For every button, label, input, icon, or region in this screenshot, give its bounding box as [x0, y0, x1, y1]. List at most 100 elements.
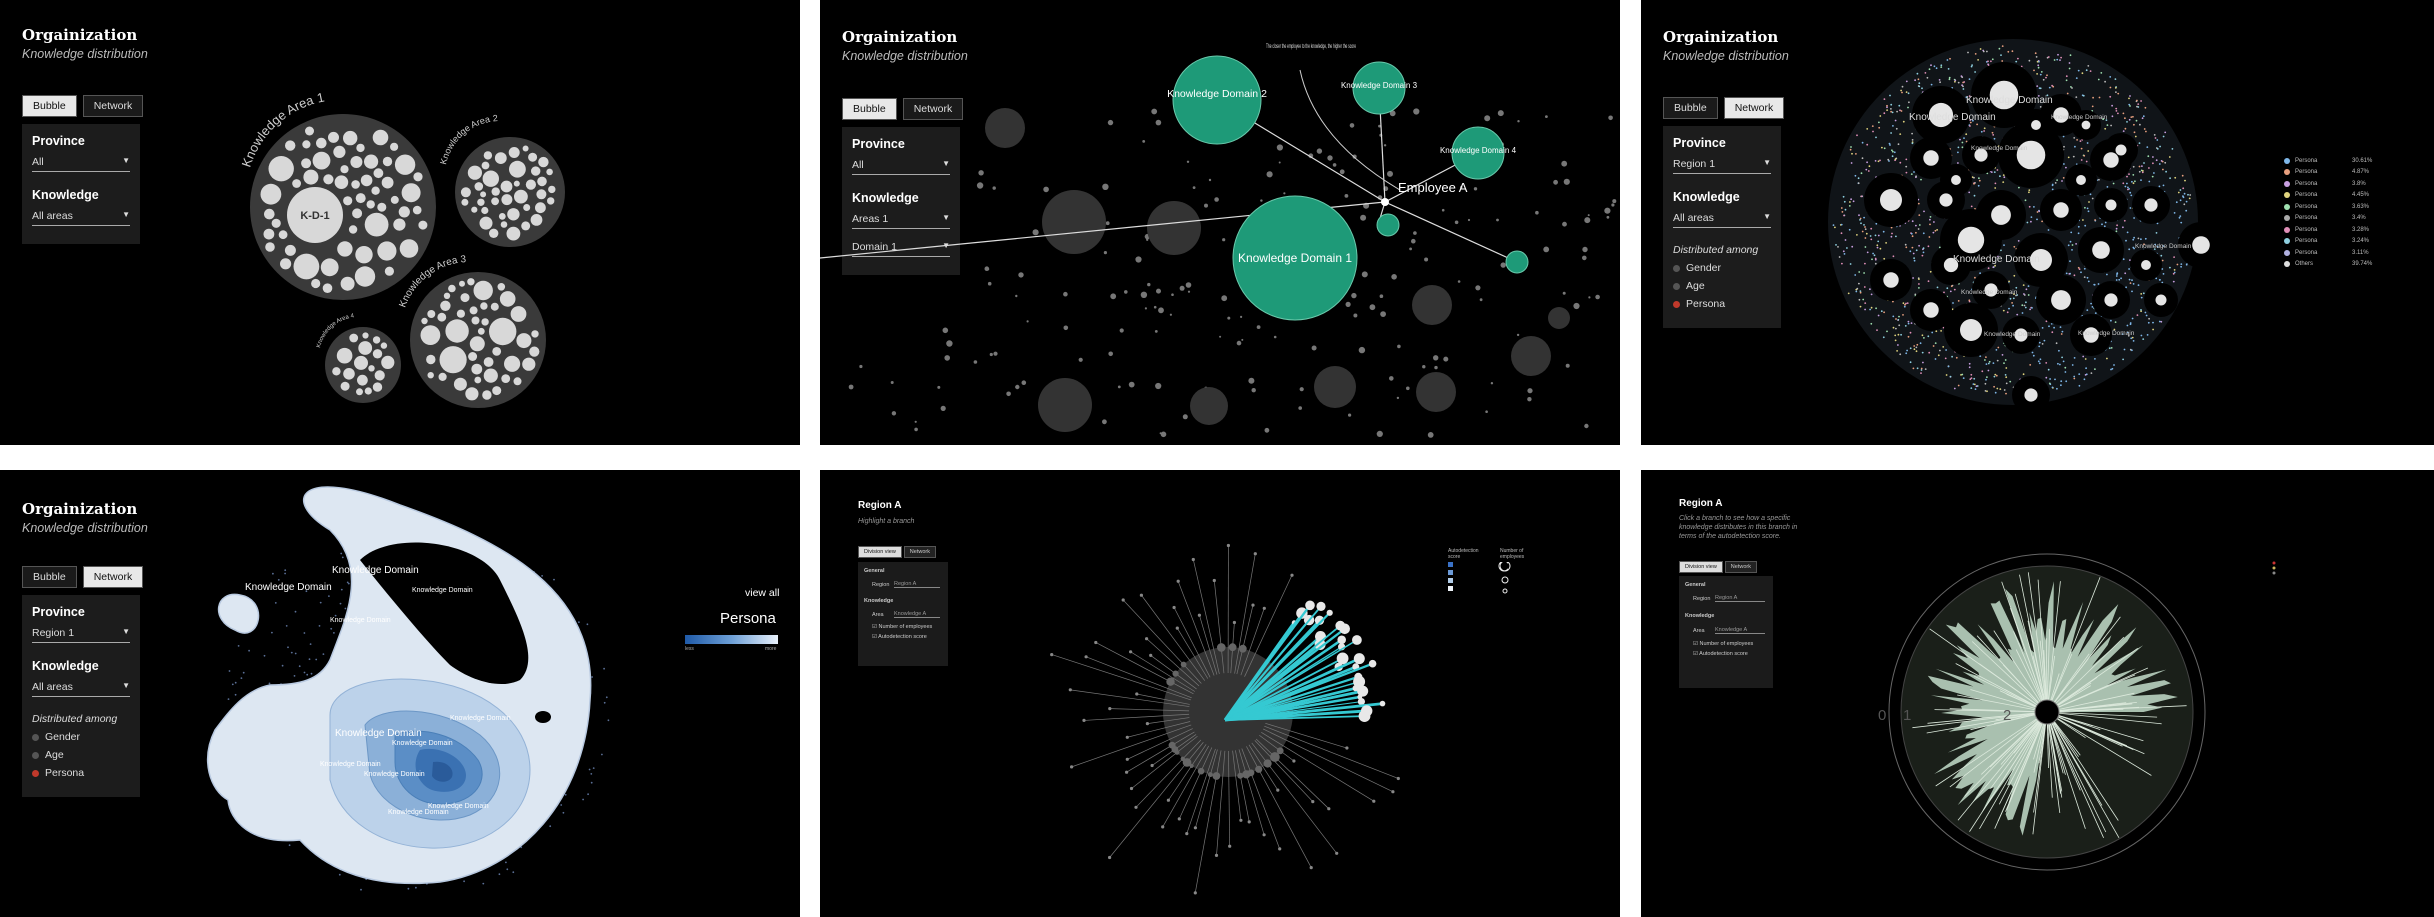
- employees-checkbox[interactable]: ☑ Number of employees: [1693, 641, 1754, 647]
- branch-ray[interactable]: [2046, 616, 2121, 713]
- branch-ray[interactable]: [1964, 711, 2048, 797]
- branch-ray[interactable]: [1262, 728, 1394, 793]
- highlighted-branch[interactable]: [1224, 639, 1358, 721]
- highlighted-branch[interactable]: [1224, 662, 1373, 722]
- branch-ray[interactable]: [1974, 675, 2048, 713]
- branch-ray[interactable]: [1135, 739, 1202, 808]
- branch-ray[interactable]: [2046, 711, 2134, 750]
- highlighted-branch[interactable]: [1224, 605, 1322, 721]
- branch-ray[interactable]: [1912, 711, 2048, 729]
- branch-ray[interactable]: [1255, 738, 1330, 809]
- branch-ray[interactable]: [2013, 631, 2048, 713]
- legend-item[interactable]: Others 39.74%: [2284, 259, 2372, 271]
- highlighted-branch[interactable]: [1224, 695, 1360, 722]
- branch-ray[interactable]: [1095, 642, 1194, 695]
- network-button[interactable]: Network: [902, 98, 964, 120]
- branch-ray[interactable]: [1979, 711, 2048, 830]
- branch-ray[interactable]: [1195, 749, 1218, 828]
- branch-ray[interactable]: [1186, 748, 1216, 834]
- branch-ray[interactable]: [1122, 599, 1202, 684]
- branch-ray[interactable]: [1199, 615, 1218, 675]
- gender-option[interactable]: Gender: [32, 731, 130, 743]
- branch-ray[interactable]: [1981, 711, 2048, 775]
- branch-ray[interactable]: [1993, 630, 2048, 713]
- branch-ray[interactable]: [2046, 711, 2107, 833]
- branch-ray[interactable]: [1083, 713, 1190, 721]
- legend-item[interactable]: Persona 30.61%: [2284, 155, 2372, 167]
- branch-ray[interactable]: [2046, 711, 2053, 798]
- branch-ray[interactable]: [1254, 740, 1314, 802]
- knowledge-select[interactable]: All areas ▼: [1673, 210, 1771, 228]
- highlighted-branch[interactable]: [1224, 612, 1331, 721]
- region-select[interactable]: Region A: [1715, 595, 1765, 602]
- branch-ray[interactable]: [1240, 608, 1265, 676]
- branch-ray[interactable]: [2008, 711, 2048, 803]
- network-button[interactable]: Network: [1724, 561, 1757, 573]
- branch-ray[interactable]: [2046, 647, 2138, 713]
- province-select[interactable]: Region 1 ▼: [1673, 156, 1771, 174]
- branch-ray[interactable]: [2014, 593, 2048, 713]
- age-option[interactable]: Age: [32, 749, 130, 761]
- branch-ray[interactable]: [1264, 725, 1399, 779]
- legend-item[interactable]: Persona 4.87%: [2284, 167, 2372, 179]
- branch-ray[interactable]: [1109, 708, 1190, 712]
- province-select[interactable]: Region 1 ▼: [32, 625, 130, 643]
- branch-ray[interactable]: [1957, 694, 2048, 713]
- branch-ray[interactable]: [2046, 711, 2061, 813]
- area-select[interactable]: Knowledge A: [894, 611, 940, 618]
- branch-ray[interactable]: [2046, 674, 2136, 713]
- branch-ray[interactable]: [1955, 663, 2048, 713]
- branch-ray[interactable]: [1177, 581, 1215, 676]
- branch-ray[interactable]: [1146, 638, 1200, 687]
- branch-ray[interactable]: [2046, 711, 2119, 821]
- domain1-bubble[interactable]: [1232, 195, 1358, 321]
- branch-ray[interactable]: [1127, 728, 1193, 760]
- branch-ray[interactable]: [1070, 689, 1190, 707]
- branch-ray[interactable]: [2046, 711, 2104, 838]
- branch-ray[interactable]: [1971, 641, 2048, 713]
- legend-item[interactable]: Persona 3.8%: [2284, 178, 2372, 190]
- branch-ray[interactable]: [1997, 711, 2048, 822]
- highlighted-branch[interactable]: [1224, 675, 1359, 722]
- branch-ray[interactable]: [1998, 711, 2048, 805]
- branch-ray[interactable]: [2046, 581, 2061, 713]
- branch-ray[interactable]: [2046, 711, 2081, 791]
- branch-ray[interactable]: [2046, 577, 2101, 713]
- area-select[interactable]: Knowledge A: [1715, 627, 1765, 634]
- age-option[interactable]: Age: [1673, 280, 1771, 292]
- highlighted-branch[interactable]: [1224, 604, 1311, 721]
- branch-ray[interactable]: [1162, 745, 1210, 828]
- branch-ray[interactable]: [1976, 635, 2048, 713]
- employee-node[interactable]: [1381, 198, 1389, 206]
- branch-ray[interactable]: [1127, 721, 1191, 738]
- division-view-button[interactable]: Division view: [1679, 561, 1723, 573]
- branch-ray[interactable]: [2046, 711, 2158, 718]
- legend-item[interactable]: Persona 3.24%: [2284, 236, 2372, 248]
- branch-ray[interactable]: [1259, 734, 1295, 762]
- network-button[interactable]: Network: [1723, 97, 1785, 119]
- branch-ray[interactable]: [1927, 711, 2048, 724]
- branch-ray[interactable]: [1949, 711, 2048, 788]
- branch-ray[interactable]: [1232, 750, 1242, 821]
- branch-ray[interactable]: [1261, 732, 1375, 802]
- branch-ray[interactable]: [1213, 580, 1225, 674]
- branch-ray[interactable]: [2046, 636, 2125, 713]
- legend-item[interactable]: Persona 3.63%: [2284, 201, 2372, 213]
- branch-ray[interactable]: [1265, 722, 1347, 749]
- branch-ray[interactable]: [1141, 595, 1206, 681]
- branch-ray[interactable]: [1234, 553, 1256, 674]
- score-checkbox[interactable]: ☑ Autodetection score: [1693, 651, 1748, 657]
- branch-ray[interactable]: [1248, 744, 1279, 791]
- branch-ray[interactable]: [2027, 572, 2048, 713]
- bubble-button[interactable]: Bubble: [842, 98, 897, 120]
- branch-ray[interactable]: [1979, 663, 2048, 713]
- highlighted-branch[interactable]: [1224, 638, 1343, 722]
- branch-ray[interactable]: [1136, 693, 1190, 705]
- branch-ray[interactable]: [1131, 735, 1198, 789]
- knowledge-select[interactable]: All areas ▼: [32, 208, 130, 226]
- branch-ray[interactable]: [1982, 711, 2048, 811]
- branch-ray[interactable]: [1147, 717, 1190, 724]
- branch-ray[interactable]: [1935, 711, 2048, 787]
- region-select[interactable]: Region A: [894, 581, 940, 588]
- branch-ray[interactable]: [2046, 708, 2124, 713]
